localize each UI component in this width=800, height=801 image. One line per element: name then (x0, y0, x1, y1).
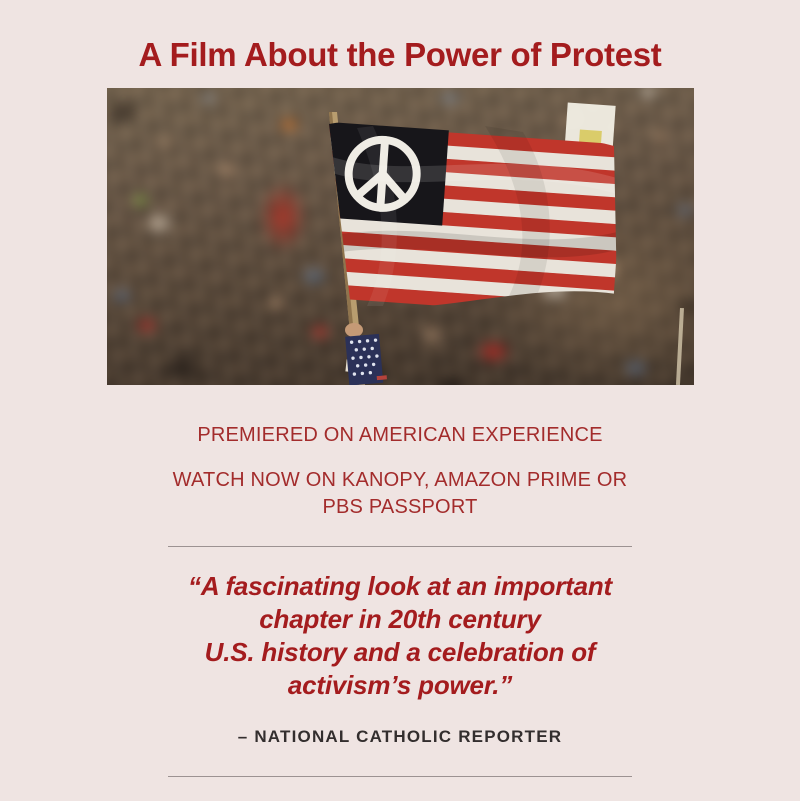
quote-line: activism’s power.” (287, 670, 513, 700)
watch-line: PBS PASSPORT (322, 496, 478, 518)
quote-line: U.S. history and a celebration of (204, 637, 596, 667)
review-attribution: – NATIONAL CATHOLIC REPORTER (237, 727, 563, 746)
hero-photo (107, 88, 694, 385)
peace-flag (329, 121, 617, 309)
review-quote: “A fascinating look at an important chap… (0, 570, 800, 702)
quote-line: “A fascinating look at an important (188, 571, 612, 601)
small-us-flag (345, 333, 387, 385)
hand (345, 323, 363, 337)
watch-text: WATCH NOW ON KANOPY, AMAZON PRIME OR PBS… (0, 467, 800, 521)
divider-top (168, 546, 632, 547)
peace-symbol-icon (344, 135, 421, 212)
background-stick (675, 307, 684, 385)
page-title: A Film About the Power of Protest (138, 36, 662, 73)
divider-bottom (168, 776, 632, 777)
peace-flag-illustration (329, 102, 684, 385)
watch-line: WATCH NOW ON KANOPY, AMAZON PRIME OR (172, 469, 628, 491)
premiere-text: PREMIERED ON AMERICAN EXPERIENCE (197, 424, 603, 446)
quote-line: chapter in 20th century (259, 604, 541, 634)
